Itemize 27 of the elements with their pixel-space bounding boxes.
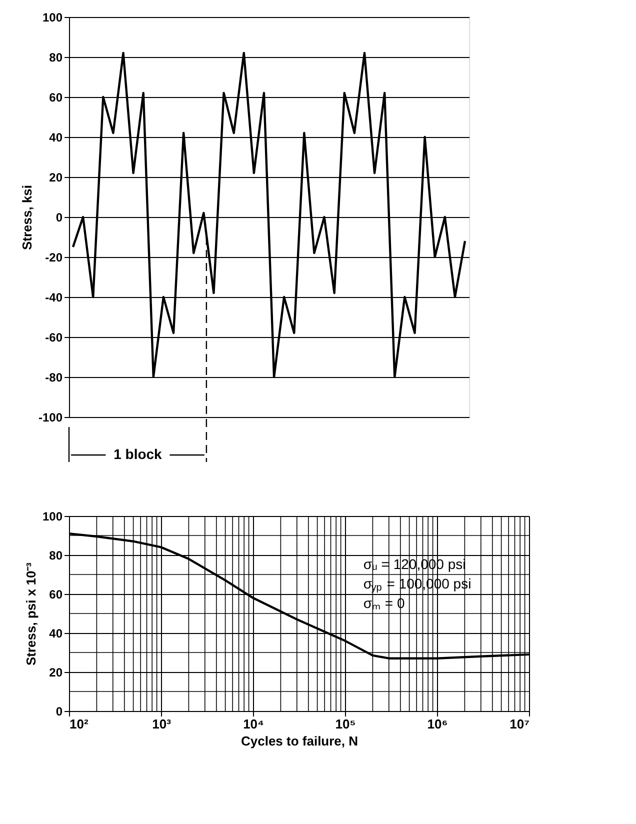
x-tick-label: 10⁷ <box>510 716 530 732</box>
y-axis-title: Stress, ksi <box>19 184 34 250</box>
x-tick-label: 10⁵ <box>335 716 356 732</box>
y-tick-label: 0 <box>56 704 63 718</box>
y-tick-label: -40 <box>45 290 63 304</box>
y-tick-label: 20 <box>49 666 63 680</box>
y-tick-label: 60 <box>49 90 63 104</box>
text: 1 block <box>114 446 162 462</box>
y-tick-label: -60 <box>45 330 63 344</box>
y-axis-title: Stress, psi x 10⁻³ <box>23 562 38 666</box>
x-tick-label: 10² <box>70 716 89 732</box>
x-tick-label: 10³ <box>152 716 172 732</box>
y-tick-label: 100 <box>42 510 63 524</box>
x-tick-label: 10⁴ <box>243 716 264 732</box>
y-tick-label: -80 <box>45 370 63 384</box>
x-tick-label: 10⁶ <box>427 716 448 732</box>
y-tick-label: -20 <box>45 250 63 264</box>
y-tick-label: 40 <box>49 626 63 640</box>
y-tick-label: 0 <box>56 210 63 224</box>
y-tick-label: 100 <box>42 10 63 24</box>
x-axis-title: Cycles to failure, N <box>240 734 358 748</box>
y-tick-label: 60 <box>49 588 63 602</box>
y-tick-label: -100 <box>38 410 63 424</box>
y-tick-label: 40 <box>49 130 63 144</box>
y-tick-label: 20 <box>49 170 63 184</box>
y-tick-label: 80 <box>49 548 63 562</box>
y-tick-label: 80 <box>49 50 63 64</box>
